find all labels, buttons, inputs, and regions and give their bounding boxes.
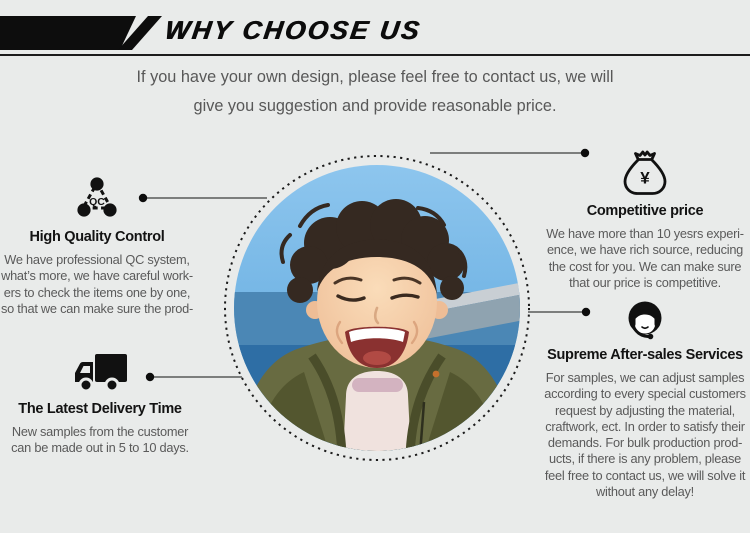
header-banner [0, 16, 750, 56]
feature-delivery-time: The Latest Delivery Time New samples fro… [2, 352, 198, 457]
connector-dots [138, 148, 591, 382]
connector-dot-service [581, 307, 591, 317]
feature-competitive-price: ¥ Competitive price We have more than 10… [538, 150, 750, 291]
delivery-truck-icon [75, 354, 127, 393]
main-photo [234, 165, 520, 451]
feature-service-title: Supreme After-sales Services [547, 347, 743, 363]
feature-service-text: For samples, we can adjust samples accor… [544, 370, 746, 500]
feature-price-text: We have more than 10 yesrs experi- ence,… [546, 226, 744, 290]
header-bar-decoration [0, 16, 136, 50]
connector-lines [145, 152, 583, 378]
header-divider-line [0, 54, 750, 56]
money-bag-icon: ¥ [623, 150, 667, 195]
qc-badge-icon: QC [77, 177, 117, 217]
header-slash-decoration [118, 16, 162, 50]
dotted-circle-border [224, 155, 530, 461]
connector-dot-price [580, 148, 590, 158]
intro-text: If you have your own design, please feel… [136, 68, 614, 115]
feature-quality-title: High Quality Control [29, 229, 165, 245]
feature-delivery-title: The Latest Delivery Time [18, 401, 182, 417]
qc-icon-label: QC [89, 196, 105, 208]
yen-icon-label: ¥ [640, 169, 650, 188]
connector-dot-delivery [145, 372, 155, 382]
feature-delivery-text: New samples from the customer can be mad… [11, 424, 189, 456]
feature-quality-text: We have professional QC system, what’s m… [0, 252, 194, 316]
feature-price-title: Competitive price [586, 203, 704, 219]
headset-agent-icon [628, 301, 662, 340]
feature-after-sales: Supreme After-sales Services For samples… [534, 300, 750, 500]
feature-quality-control: QC High Quality Control We have professi… [0, 176, 194, 317]
connector-dot-quality [138, 193, 148, 203]
